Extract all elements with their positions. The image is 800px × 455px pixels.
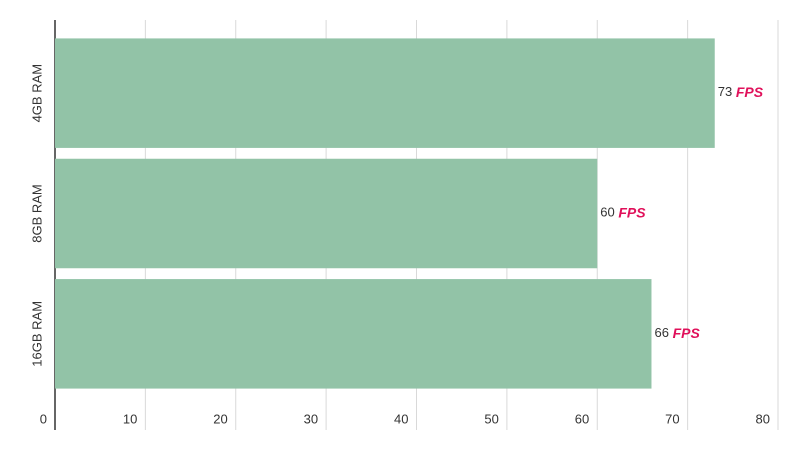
x-tick-label: 10: [123, 411, 137, 426]
x-tick-label: 20: [213, 411, 227, 426]
value-unit: FPS: [673, 325, 701, 341]
bar: [55, 38, 715, 148]
value-number: 66: [654, 325, 668, 340]
value-number: 60: [600, 205, 614, 220]
value-unit: FPS: [736, 84, 764, 100]
value-label: 60 FPS: [600, 204, 646, 220]
x-tick-label: 80: [756, 411, 770, 426]
value-unit: FPS: [618, 204, 646, 220]
bar: [55, 279, 652, 389]
bar: [55, 158, 598, 269]
value-number: 73: [718, 85, 732, 100]
y-tick-label: 8GB RAM: [29, 184, 44, 243]
x-tick-label: 40: [394, 411, 408, 426]
value-label: 73 FPS: [718, 84, 764, 100]
x-tick-label: 30: [304, 411, 318, 426]
x-tick-label: 50: [484, 411, 498, 426]
x-tick-label: 0: [40, 411, 47, 426]
x-tick-label: 60: [575, 411, 589, 426]
y-tick-label: 16GB RAM: [29, 301, 44, 367]
x-tick-label: 70: [665, 411, 679, 426]
y-tick-label: 4GB RAM: [29, 64, 44, 123]
value-label: 66 FPS: [654, 325, 700, 341]
